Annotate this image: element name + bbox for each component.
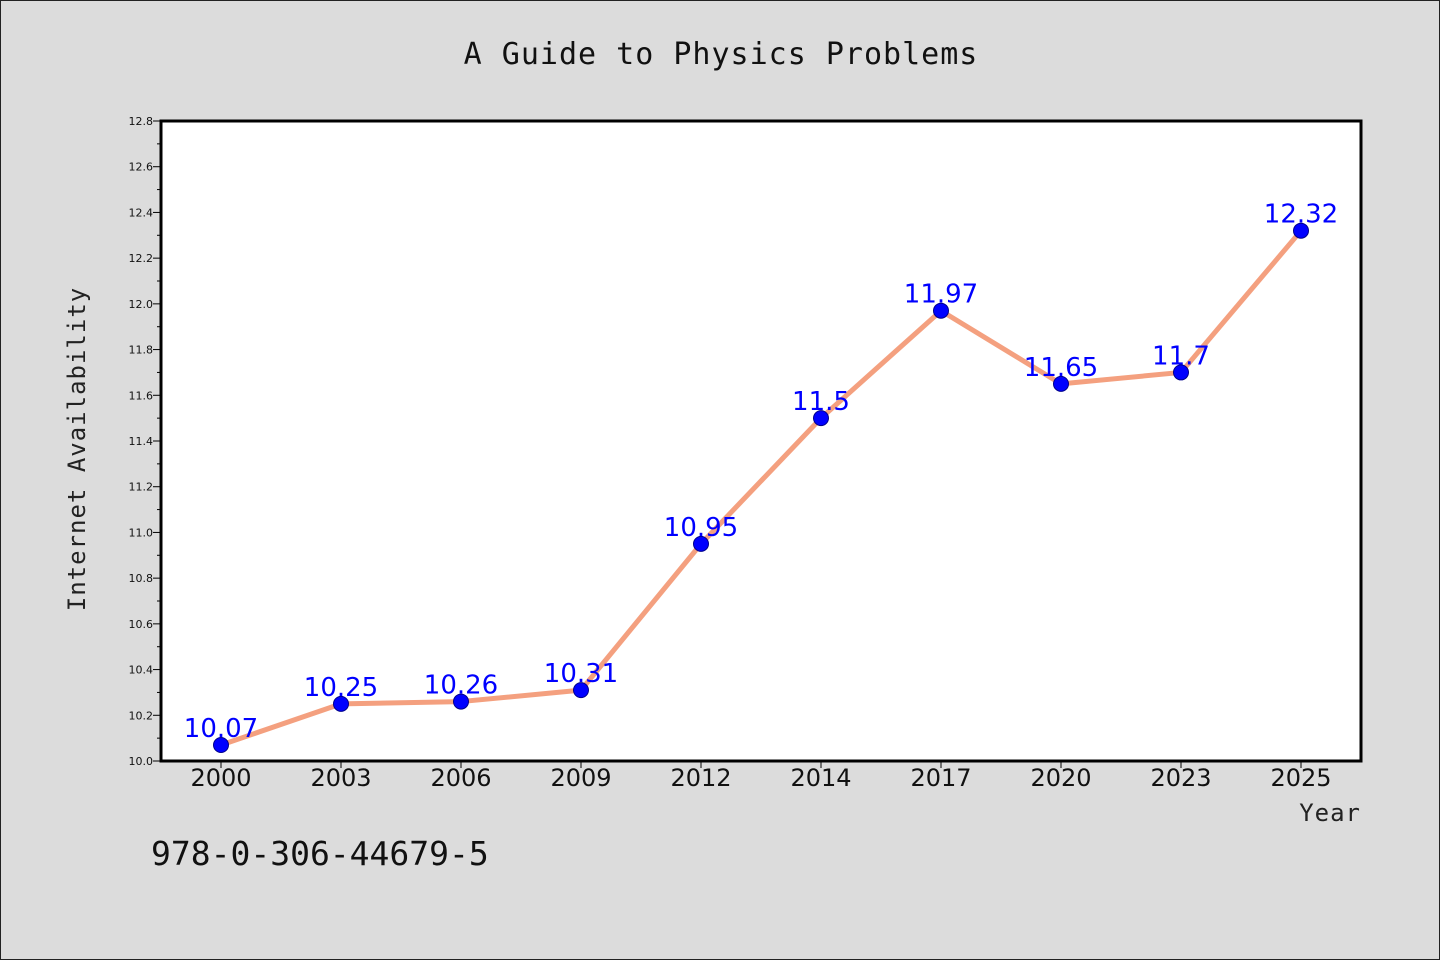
- data-label: 10.31: [544, 659, 618, 689]
- y-tick-label: 10.6: [129, 618, 154, 631]
- y-axis-ticks: 10.0 10.2 10.4 10.6 10.8 11.0 11.2 11.4 11.6 11.8…: [129, 115, 161, 768]
- data-point: [693, 535, 709, 552]
- x-axis-ticks: 2000 2003 2006 2009 2012 2014 2017 2020 2023 2025: [190, 761, 1332, 792]
- data-point: [933, 302, 949, 319]
- y-tick-label: 12.6: [129, 161, 154, 174]
- y-tick-label: 11.0: [129, 526, 154, 539]
- plot-area: [159, 119, 1363, 763]
- data-label: 12.32: [1264, 200, 1338, 230]
- x-tick-label: 2017: [910, 764, 971, 792]
- y-tick-label: 12.8: [129, 115, 154, 128]
- x-tick-label: 2000: [190, 764, 251, 792]
- x-tick-label: 2025: [1270, 764, 1331, 792]
- x-tick-label: 2020: [1030, 764, 1091, 792]
- y-tick-label: 11.6: [129, 389, 154, 402]
- y-axis-label: Internet Availability: [63, 287, 91, 611]
- data-label: 10.95: [664, 513, 738, 543]
- data-point: [813, 410, 829, 427]
- data-point: [1173, 364, 1189, 381]
- y-tick-label: 10.8: [129, 572, 154, 585]
- data-point: [1293, 222, 1309, 239]
- y-tick-label: 12.0: [129, 298, 154, 311]
- y-tick-label: 10.2: [129, 709, 154, 722]
- y-tick-label: 11.2: [129, 481, 154, 494]
- chart-title: A Guide to Physics Problems: [464, 37, 979, 72]
- data-label: 11.5: [792, 387, 850, 417]
- data-point: [1053, 375, 1069, 392]
- x-tick-label: 2023: [1150, 764, 1211, 792]
- y-tick-label: 12.2: [129, 252, 154, 265]
- series-markers: [213, 222, 1309, 753]
- data-label: 11.65: [1024, 353, 1098, 383]
- x-tick-label: 2014: [790, 764, 851, 792]
- data-point: [453, 693, 469, 710]
- y-tick-label: 11.8: [129, 344, 154, 357]
- data-label: 10.26: [424, 671, 498, 701]
- data-point: [333, 695, 349, 712]
- data-label: 11.97: [904, 280, 978, 310]
- series-line: [218, 228, 1304, 748]
- data-label: 10.07: [184, 714, 258, 744]
- data-label: 10.25: [304, 673, 378, 703]
- data-label: 11.7: [1152, 341, 1210, 371]
- data-labels: 10.07 10.25 10.26 10.31 10.95 11.5 11.97 11.65 1…: [184, 200, 1338, 744]
- y-tick-label: 10.4: [129, 664, 154, 677]
- data-point: [573, 682, 589, 699]
- isbn-footnote: 978-0-306-44679-5: [151, 834, 489, 873]
- y-tick-label: 12.4: [129, 206, 154, 219]
- y-tick-label: 10.0: [129, 755, 154, 768]
- x-tick-label: 2012: [670, 764, 731, 792]
- series-line-group: [218, 228, 1304, 748]
- x-tick-label: 2009: [550, 764, 611, 792]
- x-tick-label: 2003: [310, 764, 371, 792]
- x-axis-label: Year: [1299, 799, 1361, 827]
- x-tick-label: 2006: [430, 764, 491, 792]
- data-point: [213, 737, 229, 753]
- y-tick-label: 11.4: [129, 435, 154, 448]
